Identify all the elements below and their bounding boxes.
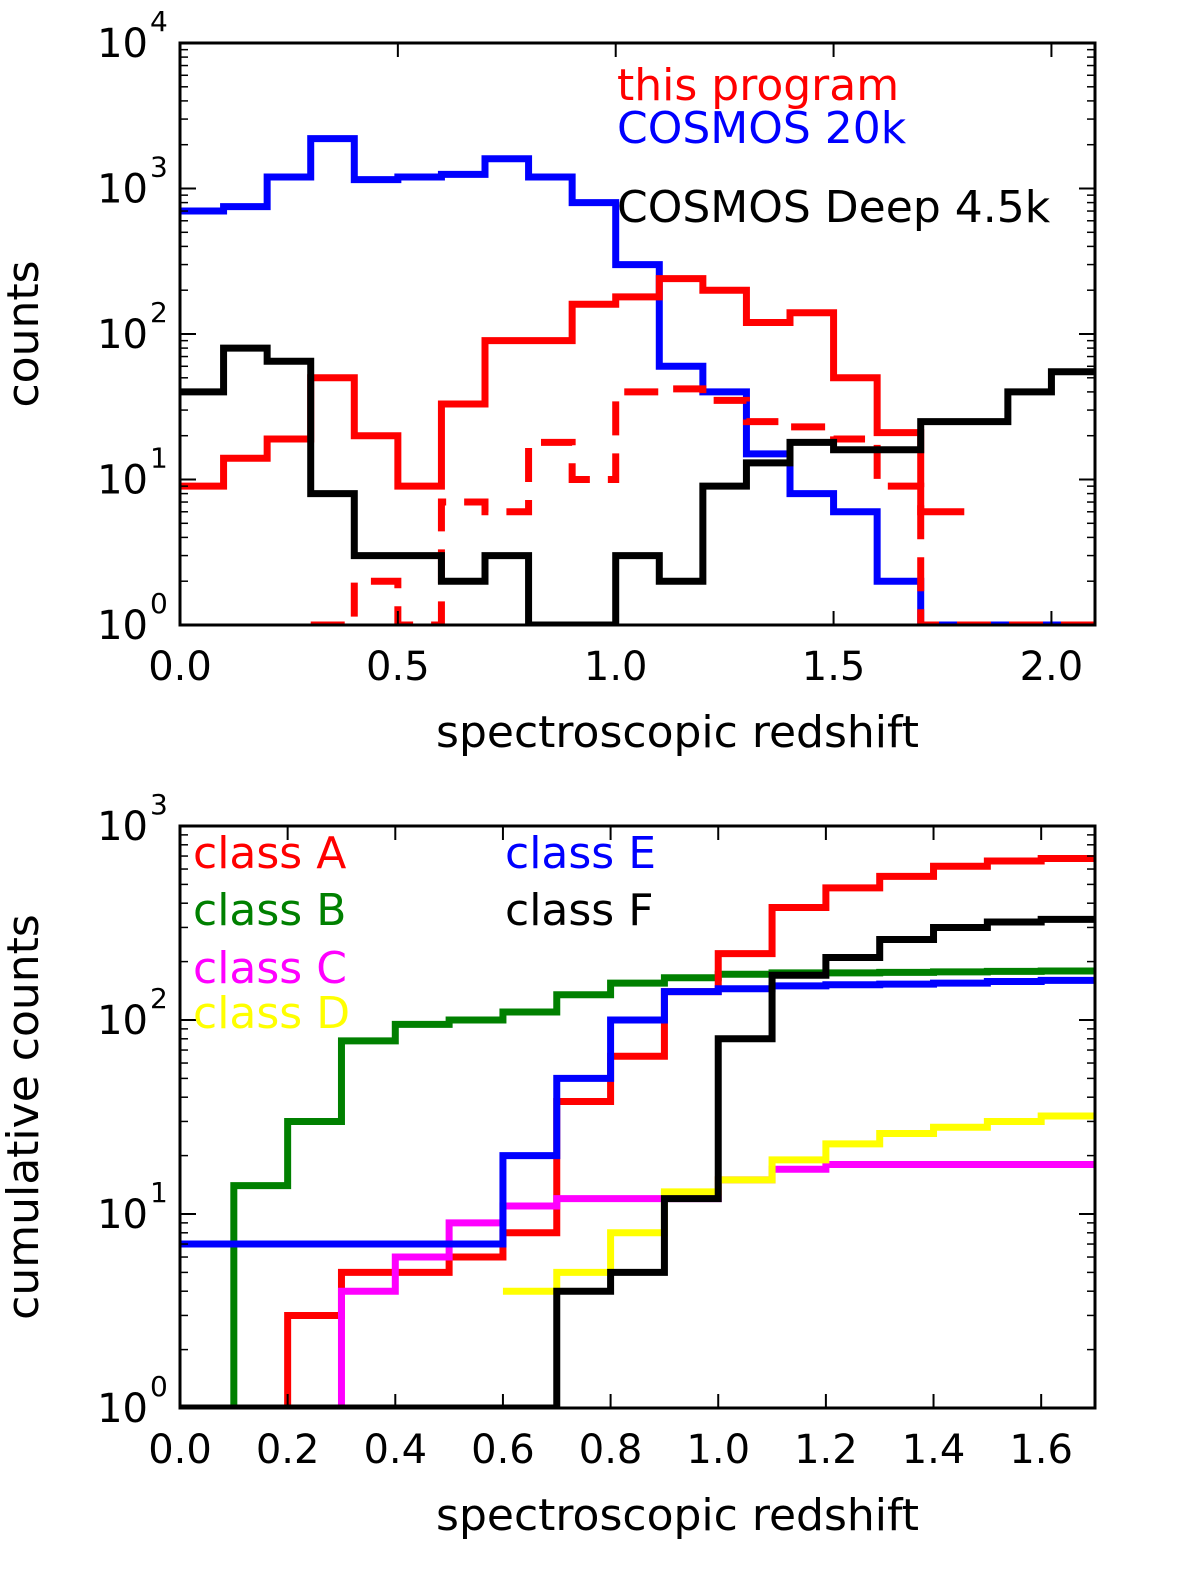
y-tick-exponent: 2 (150, 296, 168, 329)
x-tick-label: 0.5 (366, 644, 430, 690)
y-tick-exponent: 2 (150, 982, 168, 1015)
legend-entry: class E (505, 828, 656, 879)
x-axis-label: spectroscopic redshift (436, 707, 919, 758)
series-line-2 (180, 1160, 1095, 1408)
plot-frame (178, 824, 1097, 1410)
y-tick-label: 10 (97, 1192, 148, 1238)
y-tick-label: 10 (97, 312, 148, 358)
x-tick-label: 1.2 (794, 1427, 858, 1473)
y-tick-exponent: 0 (150, 587, 168, 620)
legend-entry: COSMOS Deep 4.5k (617, 182, 1051, 233)
series-line-0 (180, 967, 1095, 1408)
x-tick-label: 1.6 (1009, 1427, 1073, 1473)
legend-entry: class A (193, 828, 346, 879)
x-tick-label: 0.4 (363, 1427, 427, 1473)
x-tick-label: 0.8 (579, 1427, 643, 1473)
y-tick-label: 10 (97, 458, 148, 504)
series-line-3 (180, 344, 1095, 625)
series-group (180, 135, 1095, 625)
y-tick-exponent: 1 (150, 1176, 168, 1209)
legend-entry: class D (193, 988, 350, 1039)
legend-entry: class C (193, 943, 347, 994)
y-axis-label: counts (0, 260, 49, 407)
y-tick-exponent: 3 (150, 788, 168, 821)
y-tick-label: 10 (97, 1386, 148, 1432)
y-tick-exponent: 0 (150, 1370, 168, 1403)
x-tick-label: 1.0 (584, 644, 648, 690)
x-tick-label: 1.4 (902, 1427, 966, 1473)
x-tick-label: 1.0 (686, 1427, 750, 1473)
legend-entry: this program (617, 60, 899, 111)
y-tick-label: 10 (97, 167, 148, 213)
series-group (180, 854, 1095, 1408)
y-axis-label: cumulative counts (0, 914, 49, 1320)
y-tick-label: 10 (97, 998, 148, 1044)
series-line-0 (180, 135, 1095, 625)
y-tick-label: 10 (97, 603, 148, 649)
y-tick-exponent: 3 (150, 151, 168, 184)
x-tick-label: 0.0 (148, 1427, 212, 1473)
legend-entry: class B (193, 885, 346, 936)
x-tick-label: 0.0 (148, 644, 212, 690)
x-tick-label: 1.5 (802, 644, 866, 690)
series-line-5 (180, 915, 1095, 1408)
x-axis-label: spectroscopic redshift (436, 1490, 919, 1541)
legend-entry: class F (505, 885, 654, 936)
x-tick-label: 0.6 (471, 1427, 535, 1473)
y-tick-label: 10 (97, 21, 148, 67)
y-tick-exponent: 1 (150, 442, 168, 475)
legend-entry: COSMOS 20k (617, 103, 907, 154)
series-line-2 (310, 385, 1095, 625)
x-tick-label: 2.0 (1020, 644, 1084, 690)
series-line-3 (502, 1112, 1095, 1295)
x-tick-label: 0.2 (256, 1427, 320, 1473)
y-tick-label: 10 (97, 804, 148, 850)
y-tick-exponent: 4 (150, 5, 168, 38)
